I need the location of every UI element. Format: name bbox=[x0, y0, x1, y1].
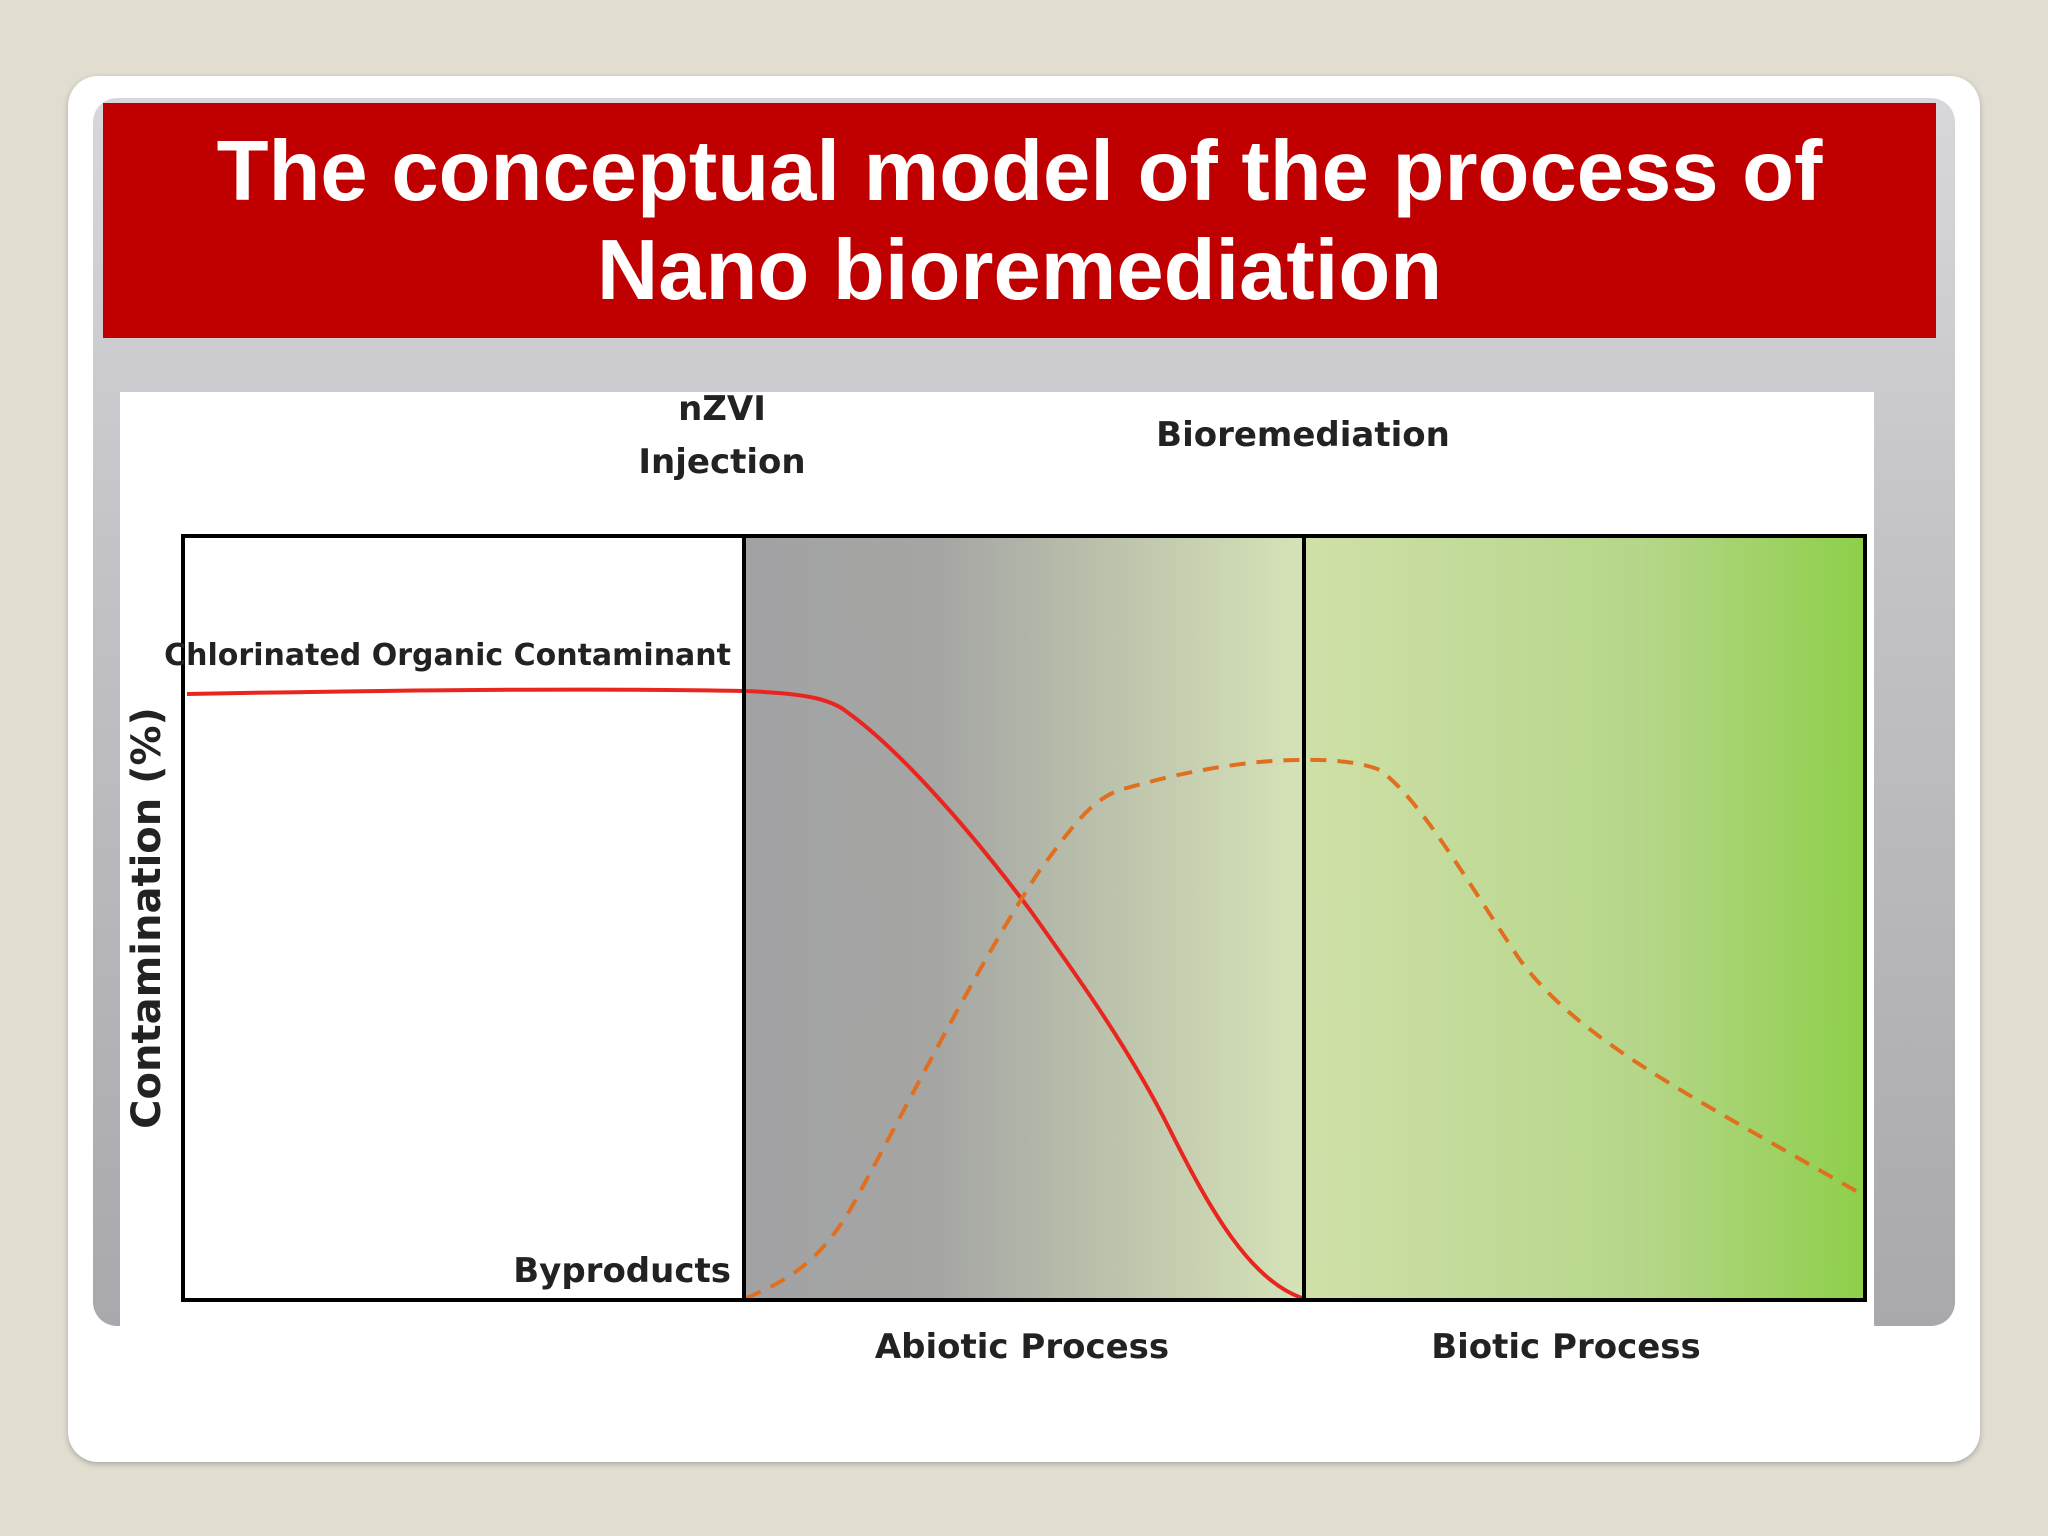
pre-injection-zone bbox=[183, 536, 744, 1300]
diagram-bottom-strip bbox=[120, 1326, 1874, 1452]
contaminant-series-label: Chlorinated Organic Contaminant bbox=[164, 638, 731, 673]
y-axis-label: Contamination (%) bbox=[124, 707, 170, 1129]
byproducts-curve bbox=[745, 757, 1864, 1300]
bioremediation-label: Bioremediation bbox=[1156, 415, 1450, 455]
biotic-zone bbox=[1304, 536, 1865, 1300]
title-bar: The conceptual model of the process of N… bbox=[103, 103, 1936, 338]
injection-label: Injection bbox=[638, 442, 805, 482]
byproducts-series-label: Byproducts bbox=[513, 1251, 731, 1291]
slide-title: The conceptual model of the process of N… bbox=[216, 123, 1823, 318]
biotic-process-label: Biotic Process bbox=[1431, 1327, 1701, 1367]
contaminant-curve bbox=[186, 687, 1303, 1300]
plot-frame bbox=[181, 534, 1867, 1302]
nzvi-label: nZVI bbox=[678, 389, 766, 429]
abiotic-process-label: Abiotic Process bbox=[875, 1327, 1169, 1367]
abiotic-zone bbox=[744, 536, 1304, 1300]
